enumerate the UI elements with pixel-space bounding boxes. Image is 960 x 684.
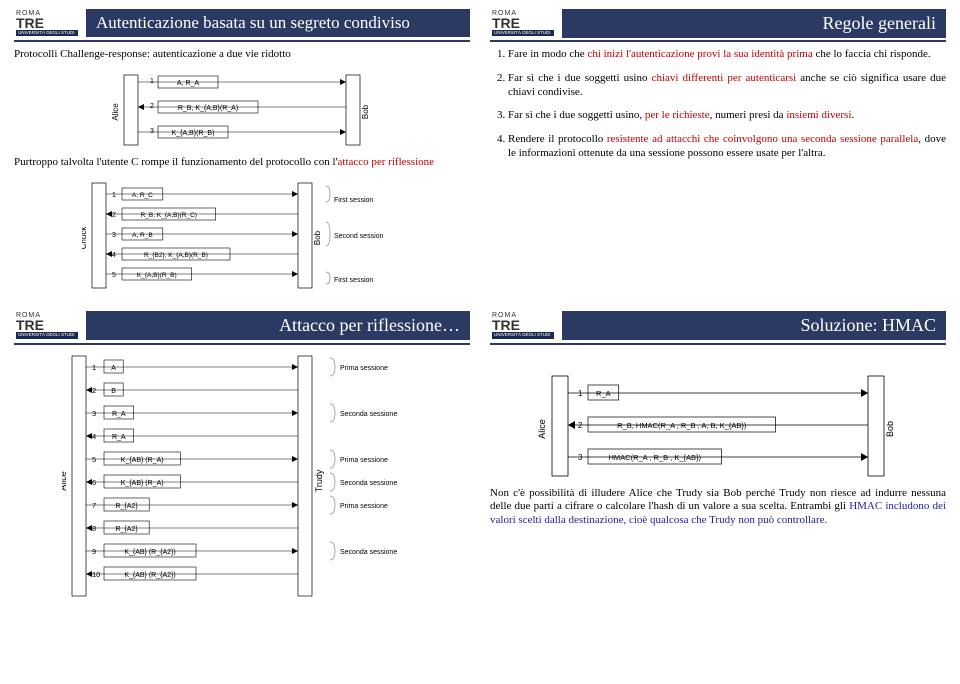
svg-text:2: 2 [578,421,583,430]
logo-roma-tre: ROMA TRE UNIVERSITÀ DEGLI STUDI [14,8,80,38]
svg-text:8: 8 [92,524,96,533]
rule-2: Far sì che i due soggetti usino chiavi d… [508,72,946,100]
svg-text:3: 3 [150,128,154,135]
svg-text:B: B [111,388,116,395]
svg-text:R_A: R_A [112,434,126,441]
right-party: Bob [361,104,370,119]
svg-text:Bob: Bob [313,230,322,245]
svg-text:Chuck: Chuck [82,225,88,249]
svg-text:3: 3 [578,453,583,462]
logo-sub: UNIVERSITÀ DEGLI STUDI [16,30,78,37]
svg-text:Second session: Second session [334,233,384,240]
slide-title: Autenticazione basata su un segreto cond… [86,9,470,37]
slide-body: Alice Bob 1 R_A 2 R_B, HMAC(R_A , R_B , A, … [490,371,946,528]
svg-text:R_{B2}, K_{A,B}(R_B): R_{B2}, K_{A,B}(R_B) [144,252,208,259]
header: ROMA TRE UNIVERSITÀ DEGLI STUDI Regole g… [490,8,946,42]
slide-title: Attacco per riflessione… [86,311,470,340]
slide-title: Soluzione: HMAC [562,311,946,340]
svg-text:Alice: Alice [62,471,68,491]
slide-title: Regole generali [562,9,946,38]
logo-roma-tre: ROMA TRE UNIVERSITÀ DEGLI STUDI [490,311,556,341]
svg-text:Prima sessione: Prima sessione [340,457,388,464]
svg-text:4: 4 [92,432,96,441]
svg-text:5: 5 [112,272,116,279]
rule-4: Rendere il protocollo resistente ad atta… [508,133,946,161]
rules-list: Fare in modo che chi inizi l'autenticazi… [490,48,946,161]
slide-body: Fare in modo che chi inizi l'autenticazi… [490,48,946,161]
svg-text:2: 2 [92,386,96,395]
svg-text:Alice: Alice [538,419,547,439]
svg-text:HMAC(R_A , R_B , K_{AB}): HMAC(R_A , R_B , K_{AB}) [609,453,702,462]
svg-text:1: 1 [112,192,116,199]
svg-text:Seconda sessione: Seconda sessione [340,549,397,556]
svg-text:A, R_C: A, R_C [132,192,153,199]
attack-note: Purtroppo talvolta l'utente C rompe il f… [14,156,470,170]
svg-text:K_{AB} (R_A): K_{AB} (R_A) [121,457,164,464]
slide-body: Alice Trudy 1 A 2 B 3 R_A 4 R_A 5 K_{AB} (R_A) 6 K_… [14,351,470,601]
svg-text:3: 3 [92,409,96,418]
svg-text:Prima sessione: Prima sessione [340,365,388,372]
svg-text:1: 1 [150,78,154,85]
svg-text:K_{A,B}(R_B): K_{A,B}(R_B) [172,130,215,137]
msg-1: 1 A, R_A [138,76,346,88]
left-party: Alice [112,103,120,121]
svg-text:3: 3 [112,232,116,239]
logo-tre: TRE [16,17,78,30]
svg-text:Bob: Bob [885,420,895,436]
svg-text:Prima sessione: Prima sessione [340,503,388,510]
svg-text:First session: First session [334,277,373,284]
svg-text:9: 9 [92,547,96,556]
msg-3: 3 K_{A,B}(R_B) [138,126,346,138]
slide-auth-shared-secret: ROMA TRE UNIVERSITÀ DEGLI STUDI Autentic… [14,8,470,299]
slide-hmac-solution: ROMA TRE UNIVERSITÀ DEGLI STUDI Soluzion… [490,311,946,607]
svg-text:5: 5 [92,455,96,464]
rule-3: Far sì che i due soggetti usino, per le … [508,109,946,123]
logo-roma-tre: ROMA TRE UNIVERSITÀ DEGLI STUDI [490,8,556,38]
logo-roma-tre: ROMA TRE UNIVERSITÀ DEGLI STUDI [14,311,80,341]
svg-text:R_A: R_A [112,411,126,418]
svg-text:K_{AB} (R_A): K_{AB} (R_A) [121,480,164,487]
svg-text:R_B, HMAC(R_A , R_B , A, B, K_: R_B, HMAC(R_A , R_B , A, B, K_{AB}) [617,421,747,430]
svg-text:K_{AB} (R_{A2}): K_{AB} (R_{A2}) [124,549,175,556]
protocol-diagram-3msg: Alice Bob 1 A, R_A 2 R_B, K_{A,B}(R_A) [112,70,372,150]
svg-text:R_B, K_{A,B}(R_A): R_B, K_{A,B}(R_A) [178,105,238,112]
hmac-diagram: Alice Bob 1 R_A 2 R_B, HMAC(R_A , R_B , A, … [538,371,898,481]
svg-text:Seconda sessione: Seconda sessione [340,411,397,418]
header: ROMA TRE UNIVERSITÀ DEGLI STUDI Autentic… [14,8,470,42]
svg-text:A, R_A: A, R_A [177,80,200,87]
svg-text:7: 7 [92,501,96,510]
svg-text:Seconda sessione: Seconda sessione [340,480,397,487]
svg-text:10: 10 [92,570,100,579]
svg-text:A, R_B: A, R_B [132,232,153,239]
slide-body: Protocolli Challenge-response: autentica… [14,48,470,293]
svg-text:R_A: R_A [596,389,611,398]
hmac-note: Non c'è possibilità di illudere Alice ch… [490,487,946,528]
svg-text:2: 2 [150,103,154,110]
reflection-10msg-diagram: Alice Trudy 1 A 2 B 3 R_A 4 R_A 5 K_{AB} (R_A) 6 K_… [62,351,422,601]
svg-text:R_{A2}: R_{A2} [116,503,139,510]
msg-2: 2 R_B, K_{A,B}(R_A) [138,101,346,113]
svg-text:1: 1 [578,389,583,398]
reflection-attack-diagram: Chuck Bob First session Second session F… [82,178,402,293]
svg-text:R_{A2}: R_{A2} [116,526,139,533]
svg-text:Trudy: Trudy [314,469,324,492]
svg-text:4: 4 [112,252,116,259]
svg-text:2: 2 [112,212,116,219]
header: ROMA TRE UNIVERSITÀ DEGLI STUDI Attacco … [14,311,470,345]
slide-general-rules: ROMA TRE UNIVERSITÀ DEGLI STUDI Regole g… [490,8,946,299]
rule-1: Fare in modo che chi inizi l'autenticazi… [508,48,946,62]
svg-text:K_{A,B}(R_B): K_{A,B}(R_B) [137,272,177,279]
header: ROMA TRE UNIVERSITÀ DEGLI STUDI Soluzion… [490,311,946,345]
svg-text:R_B, K_{A,B}(R_C): R_B, K_{A,B}(R_C) [141,212,197,219]
slide-reflection-attack: ROMA TRE UNIVERSITÀ DEGLI STUDI Attacco … [14,311,470,607]
svg-text:A: A [111,365,116,372]
svg-text:1: 1 [92,363,96,372]
svg-text:6: 6 [92,478,96,487]
intro-text: Protocolli Challenge-response: autentica… [14,48,470,62]
svg-text:First session: First session [334,197,373,204]
svg-text:K_{AB} (R_{A2}): K_{AB} (R_{A2}) [124,572,175,579]
